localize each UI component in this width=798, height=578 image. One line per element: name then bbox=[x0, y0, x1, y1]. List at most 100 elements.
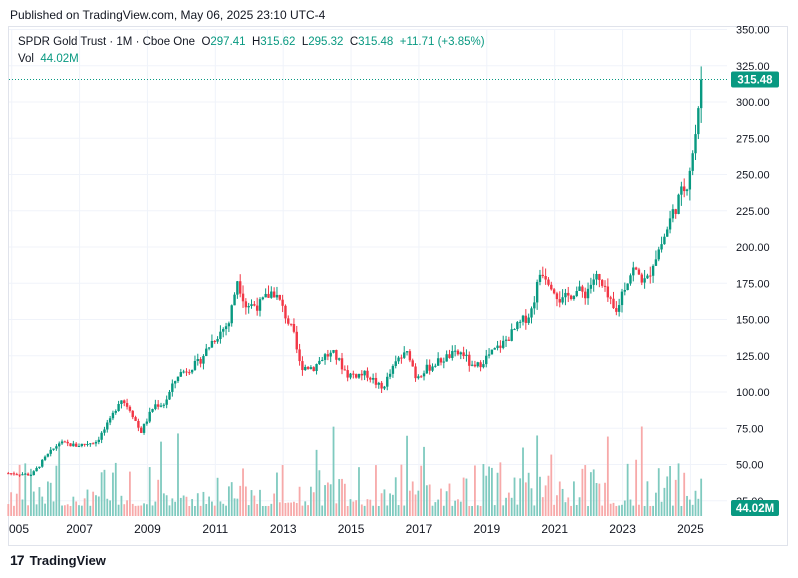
volume-bar bbox=[462, 477, 465, 516]
candle-body bbox=[196, 359, 199, 361]
candle-body bbox=[111, 412, 115, 419]
candle-body bbox=[479, 362, 482, 368]
volume-bar bbox=[618, 505, 621, 516]
candle-body bbox=[148, 411, 151, 422]
volume-bar bbox=[649, 505, 652, 516]
candle-body bbox=[465, 354, 468, 357]
candle-body bbox=[188, 372, 191, 374]
volume-bar bbox=[632, 505, 635, 516]
volume-bar bbox=[13, 505, 15, 516]
candle-body bbox=[301, 361, 304, 371]
candle-body bbox=[26, 473, 30, 476]
candle-body bbox=[451, 351, 454, 358]
volume-bar bbox=[598, 483, 601, 516]
candle-body bbox=[629, 275, 632, 284]
candle-body bbox=[521, 315, 525, 322]
candle-body bbox=[159, 405, 163, 407]
volume-bar bbox=[392, 494, 394, 516]
volume-bar bbox=[666, 476, 669, 516]
candle-body bbox=[134, 417, 137, 421]
candle-body bbox=[222, 329, 225, 332]
volume-bar bbox=[530, 488, 533, 516]
tradingview-brand[interactable]: 17 TradingView bbox=[10, 552, 106, 568]
candle-body bbox=[516, 322, 519, 330]
candle-body bbox=[386, 376, 389, 387]
candle-body bbox=[89, 443, 92, 445]
volume-bar bbox=[671, 505, 674, 516]
candle-body bbox=[326, 354, 330, 357]
candle-body bbox=[436, 358, 440, 366]
candle-body bbox=[422, 373, 426, 377]
volume-bar bbox=[15, 493, 18, 516]
candle-body bbox=[677, 194, 680, 214]
volume-bar bbox=[519, 478, 522, 516]
volume-bar bbox=[406, 435, 408, 516]
volume-bar bbox=[655, 492, 657, 516]
volume-bar bbox=[10, 492, 13, 516]
candle-body bbox=[598, 274, 601, 281]
candle-body bbox=[24, 473, 27, 475]
volume-bar bbox=[307, 505, 309, 516]
candle-body bbox=[77, 445, 81, 447]
open-value: 297.41 bbox=[210, 36, 246, 48]
candle-body bbox=[569, 295, 573, 300]
candle-body bbox=[275, 294, 279, 298]
candle-body bbox=[69, 443, 72, 447]
volume-bar bbox=[177, 433, 179, 516]
volume-bar bbox=[52, 501, 55, 516]
volume-label: Vol bbox=[18, 53, 34, 65]
volume-bar bbox=[179, 497, 182, 516]
volume-bar bbox=[660, 501, 663, 516]
candle-body bbox=[510, 329, 513, 341]
volume-bar bbox=[397, 505, 400, 516]
candle-body bbox=[123, 400, 126, 404]
volume-bar bbox=[411, 481, 414, 516]
volume-bar bbox=[646, 481, 649, 516]
candle-body bbox=[688, 170, 692, 190]
volume-bar bbox=[454, 500, 457, 516]
volume-bar bbox=[394, 477, 397, 516]
volume-bar bbox=[677, 463, 680, 516]
x-tick-label: 2007 bbox=[66, 522, 93, 536]
candle-body bbox=[462, 352, 465, 357]
candle-body bbox=[360, 373, 364, 376]
volume-bar bbox=[363, 505, 366, 516]
volume-bar bbox=[151, 505, 154, 516]
candle-body bbox=[108, 418, 112, 423]
volume-bar bbox=[216, 477, 219, 516]
volume-bar bbox=[106, 498, 109, 516]
candle-body bbox=[140, 427, 143, 433]
symbol-label[interactable]: SPDR Gold Trust · 1M · Cboe One bbox=[18, 36, 196, 48]
candle-body bbox=[182, 371, 185, 373]
candle-body bbox=[349, 373, 352, 378]
candle-body bbox=[363, 370, 366, 376]
volume-bar bbox=[162, 493, 165, 516]
volume-bar bbox=[117, 504, 120, 516]
candle-body bbox=[41, 459, 44, 467]
candle-body bbox=[507, 339, 511, 341]
candle-body bbox=[298, 349, 301, 362]
candle-body bbox=[125, 403, 129, 407]
volume-bar bbox=[326, 482, 329, 516]
candle-body bbox=[448, 354, 451, 358]
candle-body bbox=[278, 294, 281, 300]
volume-bar bbox=[524, 482, 527, 516]
candle-body bbox=[281, 299, 284, 306]
candle-body bbox=[575, 290, 578, 297]
candle-body bbox=[470, 364, 474, 366]
volume-bar bbox=[595, 483, 598, 516]
volume-bar bbox=[505, 497, 507, 516]
y-tick-label: 275.00 bbox=[736, 133, 770, 145]
volume-bar bbox=[434, 502, 437, 516]
volume-bar bbox=[694, 490, 697, 516]
volume-bar bbox=[191, 499, 194, 516]
candle-body bbox=[657, 249, 660, 260]
volume-bar bbox=[490, 467, 493, 516]
volume-bar bbox=[61, 505, 63, 516]
volume-bar bbox=[556, 495, 558, 516]
volume-bar bbox=[688, 499, 691, 516]
volume-bar bbox=[355, 500, 358, 516]
candle-body bbox=[524, 315, 528, 323]
volume-bar bbox=[686, 495, 688, 516]
